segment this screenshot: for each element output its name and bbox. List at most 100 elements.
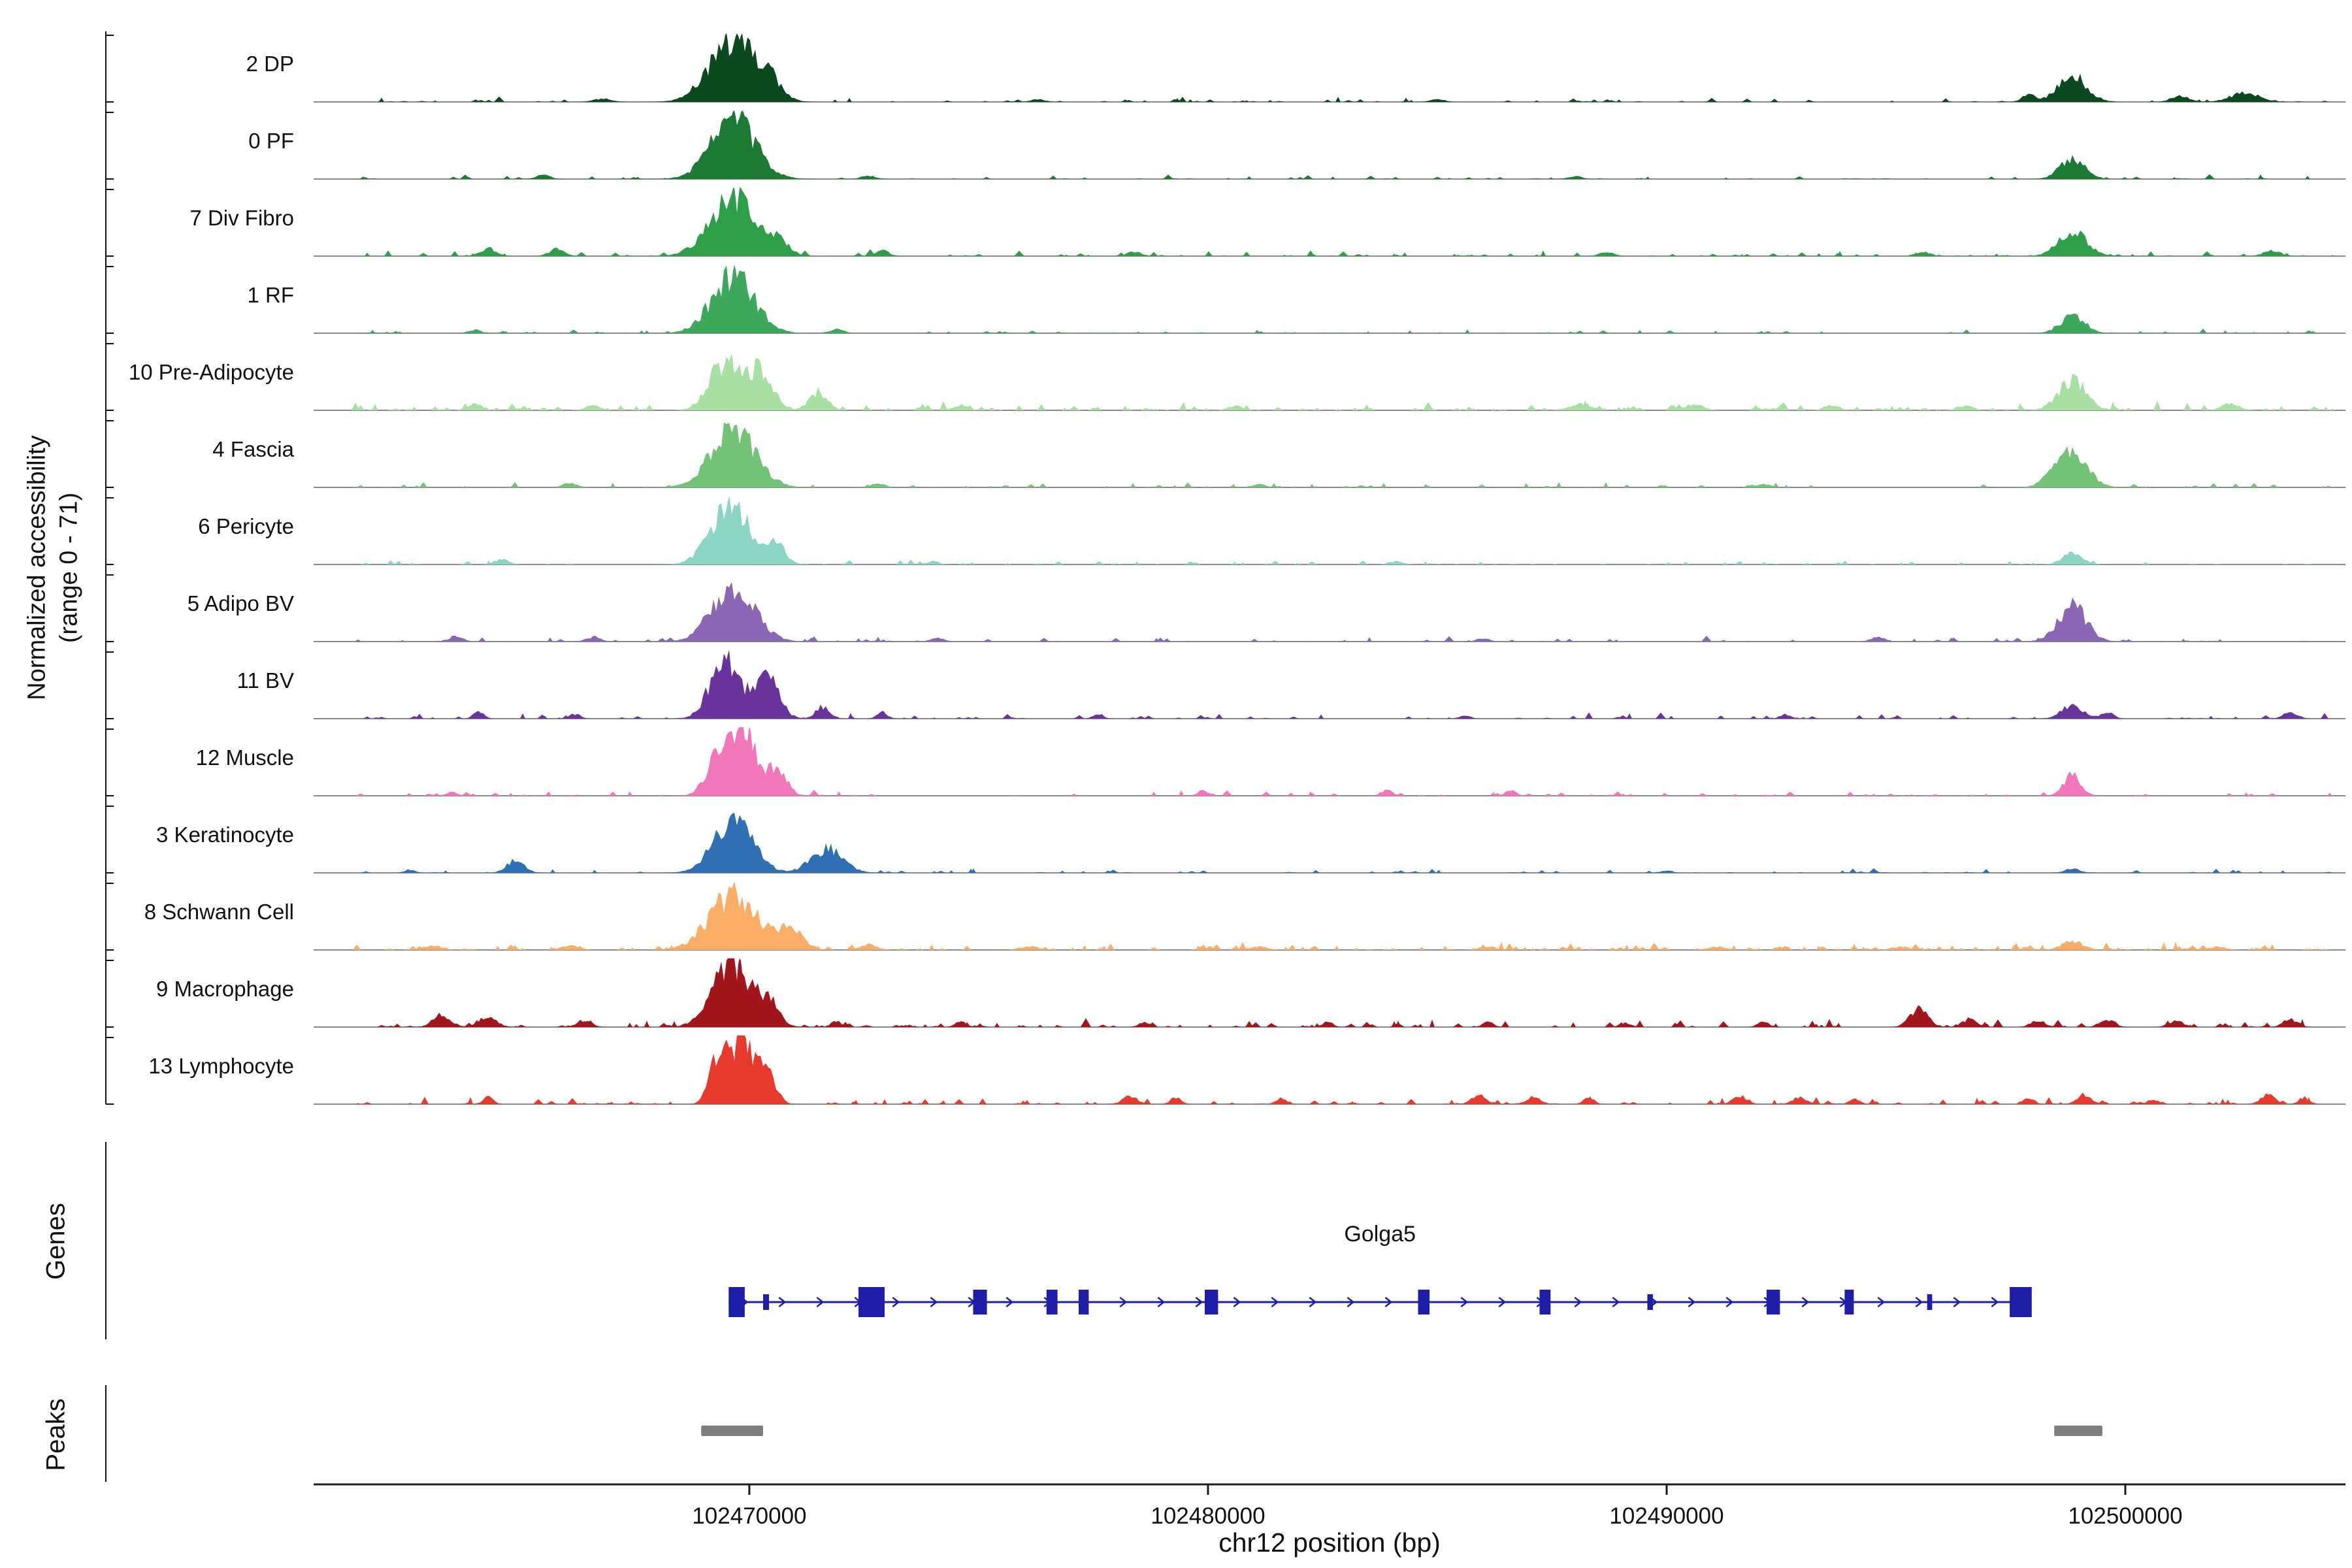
track-row-13-lymphocyte: 13 Lymphocyte <box>0 1028 2352 1105</box>
strand-arrow-icon <box>1498 1297 1507 1307</box>
strand-arrow-icon <box>1233 1297 1241 1307</box>
track-label: 1 RF <box>247 283 294 307</box>
genes-section-label: Genes <box>41 1203 71 1280</box>
signal-area <box>314 110 2345 179</box>
signal-area <box>314 187 2345 256</box>
signal-area <box>314 264 2345 333</box>
strand-arrow-icon <box>1953 1297 1961 1307</box>
strand-arrow-icon <box>1384 1297 1393 1307</box>
track-signal <box>314 110 2345 180</box>
exon-box <box>728 1287 745 1317</box>
strand-arrow-icon <box>1877 1297 1886 1307</box>
track-label: 5 Adipo BV <box>187 591 294 615</box>
x-tick-label: 102500000 <box>2068 1503 2182 1529</box>
track-signal <box>314 649 2345 719</box>
x-tick-label: 102480000 <box>1151 1503 1265 1529</box>
x-tick-label: 102470000 <box>692 1503 806 1529</box>
signal-area <box>314 649 2345 719</box>
track-label: 7 Div Fibro <box>189 206 294 230</box>
signal-area <box>314 353 2345 410</box>
track-label: 6 Pericyte <box>198 514 294 538</box>
track-row-1-rf: 1 RF <box>0 257 2352 335</box>
strand-arrow-icon <box>1915 1297 1923 1307</box>
strand-arrow-icon <box>1195 1297 1203 1307</box>
strand-arrow-icon <box>1005 1297 1014 1307</box>
track-row-0-pf: 0 PF <box>0 103 2352 180</box>
exon-box <box>763 1294 770 1310</box>
exon-box <box>1418 1290 1430 1315</box>
track-signal <box>314 813 2345 874</box>
track-signal <box>314 727 2345 796</box>
x-tick-label: 102490000 <box>1609 1503 1723 1529</box>
peak-region-bar <box>2054 1426 2102 1436</box>
signal-area <box>314 33 2345 102</box>
strand-arrow-icon <box>778 1297 787 1307</box>
track-signal <box>314 581 2345 642</box>
exon-box <box>1927 1294 1933 1310</box>
signal-area <box>314 581 2345 642</box>
exon-box <box>1767 1290 1780 1315</box>
track-label: 9 Macrophage <box>156 977 294 1001</box>
signal-area <box>314 727 2345 796</box>
signal-area <box>314 495 2345 564</box>
peaks-section-label: Peaks <box>41 1398 71 1471</box>
track-label: 13 Lymphocyte <box>148 1054 294 1078</box>
strand-arrow-icon <box>1612 1297 1620 1307</box>
track-label: 10 Pre-Adipocyte <box>128 360 294 384</box>
strand-arrow-icon <box>1801 1297 1810 1307</box>
track-row-9-macrophage: 9 Macrophage <box>0 951 2352 1028</box>
signal-area <box>314 1035 2345 1104</box>
exon-box <box>1205 1290 1218 1315</box>
signal-area <box>314 813 2345 873</box>
track-label: 12 Muscle <box>195 745 294 770</box>
track-signal <box>314 495 2345 565</box>
strand-arrow-icon <box>1347 1297 1355 1307</box>
strand-arrow-icon <box>1574 1297 1582 1307</box>
strand-arrow-icon <box>1271 1297 1279 1307</box>
strand-arrow-icon <box>1309 1297 1317 1307</box>
exon-box <box>858 1287 885 1317</box>
track-signal <box>314 1035 2345 1105</box>
signal-area <box>314 958 2345 1027</box>
signal-area <box>314 881 2345 950</box>
strand-arrow-icon <box>1119 1297 1128 1307</box>
track-row-2-dp: 2 DP <box>0 26 2352 103</box>
track-label: 11 BV <box>237 668 294 693</box>
track-signal <box>314 33 2345 103</box>
track-signal <box>314 264 2345 334</box>
track-row-10-pre-adipocyte: 10 Pre-Adipocyte <box>0 335 2352 412</box>
strand-arrow-icon <box>930 1297 938 1307</box>
strand-arrow-icon <box>892 1297 900 1307</box>
exon-box <box>1046 1290 1058 1315</box>
signal-area <box>314 422 2345 487</box>
x-axis-title: chr12 position (bp) <box>1218 1527 1441 1558</box>
exon-box <box>1647 1294 1653 1310</box>
exon-box <box>1539 1290 1551 1315</box>
track-signal <box>314 353 2345 411</box>
track-row-7-div-fibro: 7 Div Fibro <box>0 180 2352 257</box>
peaks-track <box>701 1426 2102 1436</box>
strand-arrow-icon <box>1157 1297 1166 1307</box>
track-row-3-keratinocyte: 3 Keratinocyte <box>0 797 2352 874</box>
track-signal <box>314 958 2345 1028</box>
track-row-12-muscle: 12 Muscle <box>0 720 2352 797</box>
track-label: 2 DP <box>246 52 294 76</box>
track-label: 3 Keratinocyte <box>156 823 294 847</box>
strand-arrow-icon <box>1688 1297 1696 1307</box>
exon-box <box>1079 1290 1089 1315</box>
exon-box <box>1844 1290 1854 1315</box>
gene-track: Golga5 <box>728 1222 2032 1317</box>
gene-name-label: Golga5 <box>1344 1222 1416 1247</box>
peak-region-bar <box>701 1426 763 1436</box>
strand-arrow-icon <box>1991 1297 1999 1307</box>
track-row-4-fascia: 4 Fascia <box>0 412 2352 489</box>
exon-box <box>2010 1287 2032 1317</box>
track-signal <box>314 187 2345 257</box>
strand-arrow-icon <box>1725 1297 1734 1307</box>
track-row-6-pericyte: 6 Pericyte <box>0 489 2352 566</box>
track-row-8-schwann-cell: 8 Schwann Cell <box>0 874 2352 951</box>
track-signal <box>314 422 2345 488</box>
exon-box <box>973 1290 987 1315</box>
